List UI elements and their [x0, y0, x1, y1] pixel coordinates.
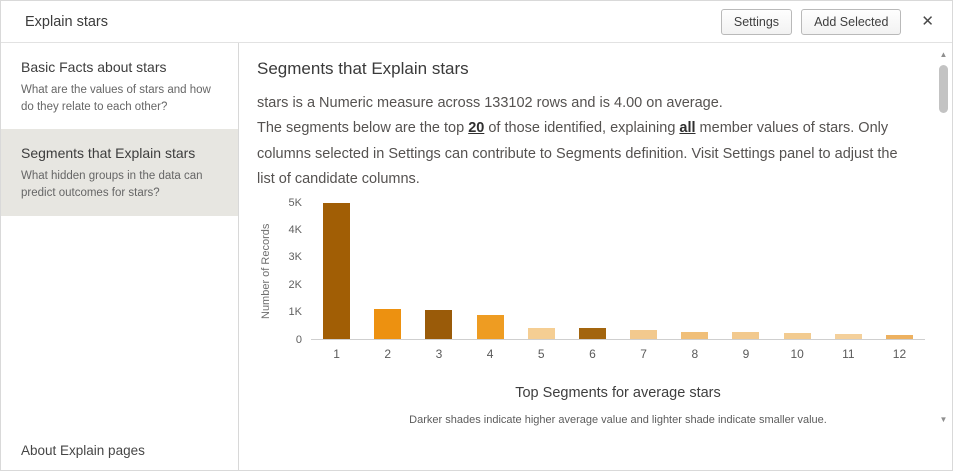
bar-slot: [465, 203, 516, 339]
bar-slot: [311, 202, 362, 339]
bar-segment-12[interactable]: [885, 335, 913, 339]
scrollbar-thumb[interactable]: [939, 65, 948, 113]
vertical-scrollbar[interactable]: ▲ ▼: [935, 43, 952, 470]
bar-slot: [823, 203, 874, 339]
top-count-link[interactable]: 20: [468, 120, 485, 137]
bar-segment-1[interactable]: [323, 202, 351, 339]
bar-segment-2[interactable]: [374, 308, 402, 339]
x-tick-label: 10: [790, 346, 804, 361]
y-tick-label: 3K: [288, 251, 302, 264]
measure-summary-text: stars is a Numeric measure across 133102…: [257, 95, 723, 111]
bar-slot: [669, 203, 720, 339]
x-tick-label: 2: [384, 346, 392, 361]
description-text: member values of stars. Only columns sel…: [257, 120, 898, 188]
y-tick-label: 5K: [288, 196, 302, 209]
page-title: Segments that Explain stars: [257, 59, 469, 78]
description-text: The segments below are the top: [257, 120, 469, 137]
bar-slot: [618, 203, 669, 339]
bar-segment-8[interactable]: [681, 331, 709, 339]
segments-description-text: The segments below are the top 20 of tho…: [257, 116, 911, 192]
x-tick-label: 5: [537, 346, 545, 361]
bar-slot: [567, 203, 618, 339]
sidebar-item-title: Basic Facts about stars: [21, 59, 167, 75]
x-tick-label: 9: [742, 346, 750, 361]
x-axis-labels: 1 2 3 4 5 6 7 8 9 10 11 12: [311, 347, 925, 361]
bar-slot: [772, 203, 823, 339]
x-tick-label: 12: [892, 346, 907, 361]
bar-segment-11[interactable]: [834, 334, 862, 339]
sidebar-item-subtitle: What are the values of stars and how do …: [21, 84, 211, 113]
main-content: Segments that Explain stars stars is a N…: [239, 43, 935, 470]
scroll-down-icon[interactable]: ▼: [939, 415, 948, 424]
dialog-title: Explain stars: [25, 13, 109, 30]
dialog-header: Explain stars Settings Add Selected ✕: [1, 1, 952, 43]
x-tick-label: 6: [589, 346, 596, 361]
bar-slot: [362, 203, 413, 339]
y-axis-title: Number of Records: [260, 223, 272, 319]
bar-slot: [516, 203, 567, 339]
sidebar-item-segments[interactable]: Segments that Explain stars What hidden …: [1, 129, 238, 216]
y-tick-label: 4K: [288, 223, 302, 236]
sidebar-item-subtitle: What hidden groups in the data can predi…: [21, 170, 203, 200]
chart-plot: [311, 202, 925, 340]
bar-segment-4[interactable]: [476, 315, 504, 339]
about-explain-pages-link[interactable]: About Explain pages: [21, 443, 145, 458]
all-values-link[interactable]: all: [679, 120, 696, 137]
bar-segment-6[interactable]: [578, 327, 606, 339]
bar-slot: [874, 203, 925, 339]
x-tick-label: 3: [435, 346, 443, 361]
chart-caption: Darker shades indicate higher average va…: [409, 413, 827, 426]
sidebar-item-title: Segments that Explain stars: [21, 145, 196, 162]
sidebar: Basic Facts about stars What are the val…: [1, 43, 239, 470]
y-tick-label: 2K: [288, 278, 302, 291]
x-tick-label: 1: [333, 346, 340, 361]
settings-button[interactable]: Settings: [720, 8, 793, 35]
bar-segment-5[interactable]: [527, 327, 555, 339]
y-tick-label: 1K: [288, 306, 302, 319]
x-tick-label: 8: [691, 346, 699, 361]
x-tick-label: 4: [486, 346, 494, 361]
bar-slot: [413, 203, 464, 339]
chart-title: Top Segments for average stars: [515, 384, 721, 401]
bar-segment-3[interactable]: [425, 309, 453, 339]
close-icon[interactable]: ✕: [921, 13, 934, 30]
x-tick-label: 11: [842, 346, 855, 361]
bar-segment-9[interactable]: [732, 331, 760, 339]
description-text: of those identified, explaining: [484, 120, 680, 137]
bar-slot: [720, 203, 771, 339]
add-selected-button[interactable]: Add Selected: [801, 8, 902, 35]
sidebar-item-basic-facts[interactable]: Basic Facts about stars What are the val…: [1, 43, 238, 129]
bar-segment-7[interactable]: [630, 330, 658, 339]
y-axis-ticks: 5K 4K 3K 2K 1K 0: [275, 197, 311, 346]
bar-segment-10[interactable]: [783, 333, 811, 339]
y-tick-label: 0: [295, 333, 302, 346]
scroll-up-icon[interactable]: ▲: [939, 50, 948, 59]
x-tick-label: 7: [640, 346, 647, 361]
dialog-body: Basic Facts about stars What are the val…: [1, 43, 952, 470]
